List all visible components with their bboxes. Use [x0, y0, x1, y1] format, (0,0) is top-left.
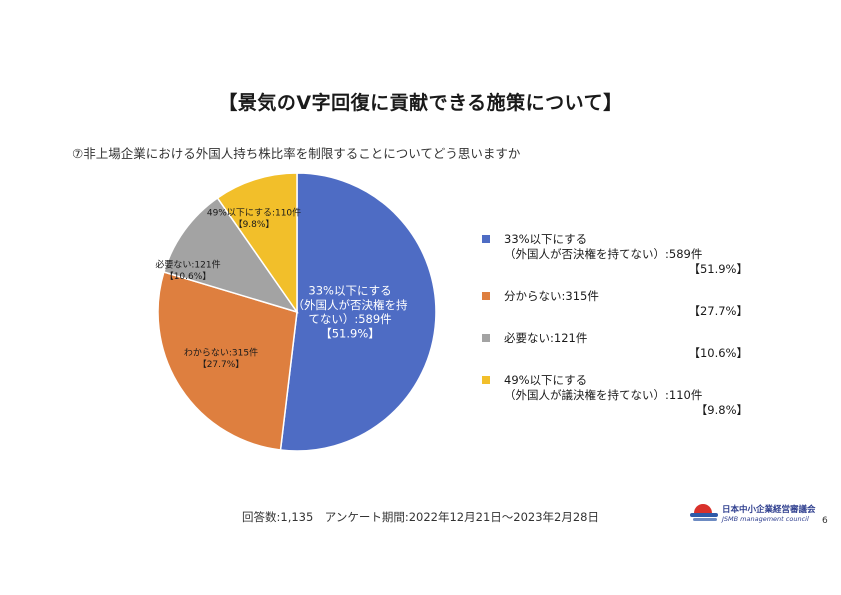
pie-slice-3: [216, 172, 298, 315]
rising-sun-icon: [694, 504, 712, 514]
legend-swatch: [482, 334, 490, 342]
legend-percent: 【27.7%】: [688, 304, 748, 318]
legend-label: 分からない:315件: [504, 289, 599, 303]
wave-icon: [690, 513, 718, 517]
legend-label: （外国人が議決権を持てない）:110件: [504, 388, 703, 402]
legend-percent: 【10.6%】: [688, 346, 748, 360]
legend-item-1: 分からない:315件【27.7%】: [482, 289, 754, 319]
legend-percent: 【9.8%】: [695, 403, 748, 417]
pie-data-label-3: 49%以下にする:110件【9.8%】: [207, 207, 301, 230]
legend-percent: 【51.9%】: [688, 262, 748, 276]
organization-logo: 日本中小企業経営審議会 JSMB management council: [690, 502, 830, 528]
pie-slice-2: [162, 196, 299, 314]
legend-label: 49%以下にする: [504, 373, 588, 387]
survey-footer: 回答数:1,135 アンケート期間:2022年12月21日～2023年2月28日: [242, 510, 599, 524]
legend-swatch: [482, 376, 490, 384]
legend-swatch: [482, 292, 490, 300]
chart-legend: 33%以下にする （外国人が否決権を持てない）:589件 【51.9%】分からない:…: [482, 232, 754, 430]
pie-data-label-2: 必要ない:121件【10.6%】: [155, 259, 220, 282]
legend-item-3: 49%以下にする （外国人が議決権を持てない）:110件 【9.8%】: [482, 373, 754, 418]
legend-item-0: 33%以下にする （外国人が否決権を持てない）:589件 【51.9%】: [482, 232, 754, 277]
page-number: 6: [822, 516, 828, 526]
pie-slice-0: [279, 172, 437, 452]
pie-chart: 33%以下にする（外国人が否決権を持てない）:589件【51.9%】わからない:…: [155, 172, 437, 452]
pie-data-label-1: わからない:315件【27.7%】: [184, 347, 258, 370]
pie-slice-1: [157, 271, 298, 451]
legend-label: 必要ない:121件: [504, 331, 588, 345]
legend-label: （外国人が否決権を持てない）:589件: [504, 247, 703, 261]
logo-name-jp: 日本中小企業経営審議会: [722, 505, 816, 515]
legend-item-2: 必要ない:121件【10.6%】: [482, 331, 754, 361]
survey-question: ⑦非上場企業における外国人持ち株比率を制限することについてどう思いますか: [72, 146, 521, 161]
legend-label: 33%以下にする: [504, 232, 588, 246]
page-title: 【景気のV字回復に貢献できる施策について】: [218, 92, 623, 114]
logo-name-en: JSMB management council: [722, 515, 809, 523]
pie-data-label-0: 33%以下にする（外国人が否決権を持てない）:589件【51.9%】: [293, 284, 408, 341]
legend-swatch: [482, 235, 490, 243]
